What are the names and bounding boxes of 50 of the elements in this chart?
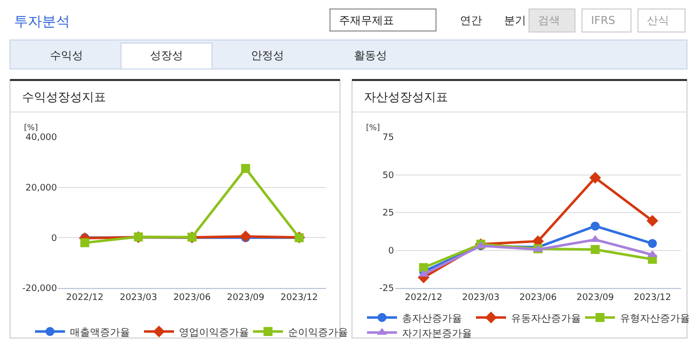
text: 분기 <box>504 14 526 27</box>
legend-label: 자기자본증가율 <box>402 328 472 340</box>
point <box>589 172 602 184</box>
text: 성장성 <box>150 49 183 62</box>
legend-label: 순이익증가율 <box>288 327 348 338</box>
x-tick-label: 2023/12 <box>280 292 318 303</box>
y-tick-label: 75 <box>382 133 394 144</box>
text: 활동성 <box>354 49 387 62</box>
legend-label: 매출액증가율 <box>70 327 130 338</box>
point <box>241 164 250 173</box>
y-axis-title: [%] <box>366 123 380 132</box>
point <box>419 263 428 272</box>
text: 산식 <box>647 14 669 27</box>
y-axis-title: [%] <box>24 123 38 132</box>
x-tick-label: 2022/12 <box>66 292 104 303</box>
chart-title: 자산성장성지표 <box>364 90 448 104</box>
x-tick-label: 2023/09 <box>226 292 265 303</box>
y-tick-label: 0 <box>388 246 394 256</box>
x-tick-label: 2023/12 <box>634 292 672 303</box>
point <box>648 238 657 248</box>
chart-title: 수익성장성지표 <box>22 90 106 104</box>
y-tick-label: -20,000 <box>22 284 58 294</box>
y-tick-label: 40,000 <box>26 133 58 144</box>
text: 검색 <box>538 14 560 27</box>
point <box>240 230 252 242</box>
x-tick-label: 2023/03 <box>462 292 500 303</box>
y-tick-label: 0 <box>51 234 58 244</box>
text: 안정성 <box>251 49 284 62</box>
legend-label: 총자산증가율 <box>402 313 462 324</box>
text: 투자분석 <box>14 14 70 30</box>
legend-label: 영업이익증가율 <box>179 327 249 338</box>
text: 연간 <box>460 14 482 27</box>
point <box>590 222 600 231</box>
x-tick-label: 2023/03 <box>120 292 158 303</box>
legend-label: 유동자산증가율 <box>511 313 581 324</box>
text: 주재무제표 <box>339 14 394 27</box>
y-tick-label: -25 <box>379 284 394 294</box>
point <box>646 214 658 227</box>
x-tick-label: 2023/09 <box>576 292 614 303</box>
x-tick-label: 2023/06 <box>519 292 557 303</box>
y-tick-label: 20,000 <box>26 183 58 194</box>
x-tick-label: 2023/06 <box>173 292 211 303</box>
text: 수익성 <box>50 49 83 62</box>
point <box>590 244 600 254</box>
point <box>80 238 90 248</box>
text: IFRS <box>591 14 616 27</box>
y-tick-label: 25 <box>382 208 394 219</box>
y-tick-label: 50 <box>382 170 394 181</box>
x-tick-label: 2022/12 <box>404 292 442 303</box>
legend-label: 유형자산증가율 <box>620 313 690 324</box>
